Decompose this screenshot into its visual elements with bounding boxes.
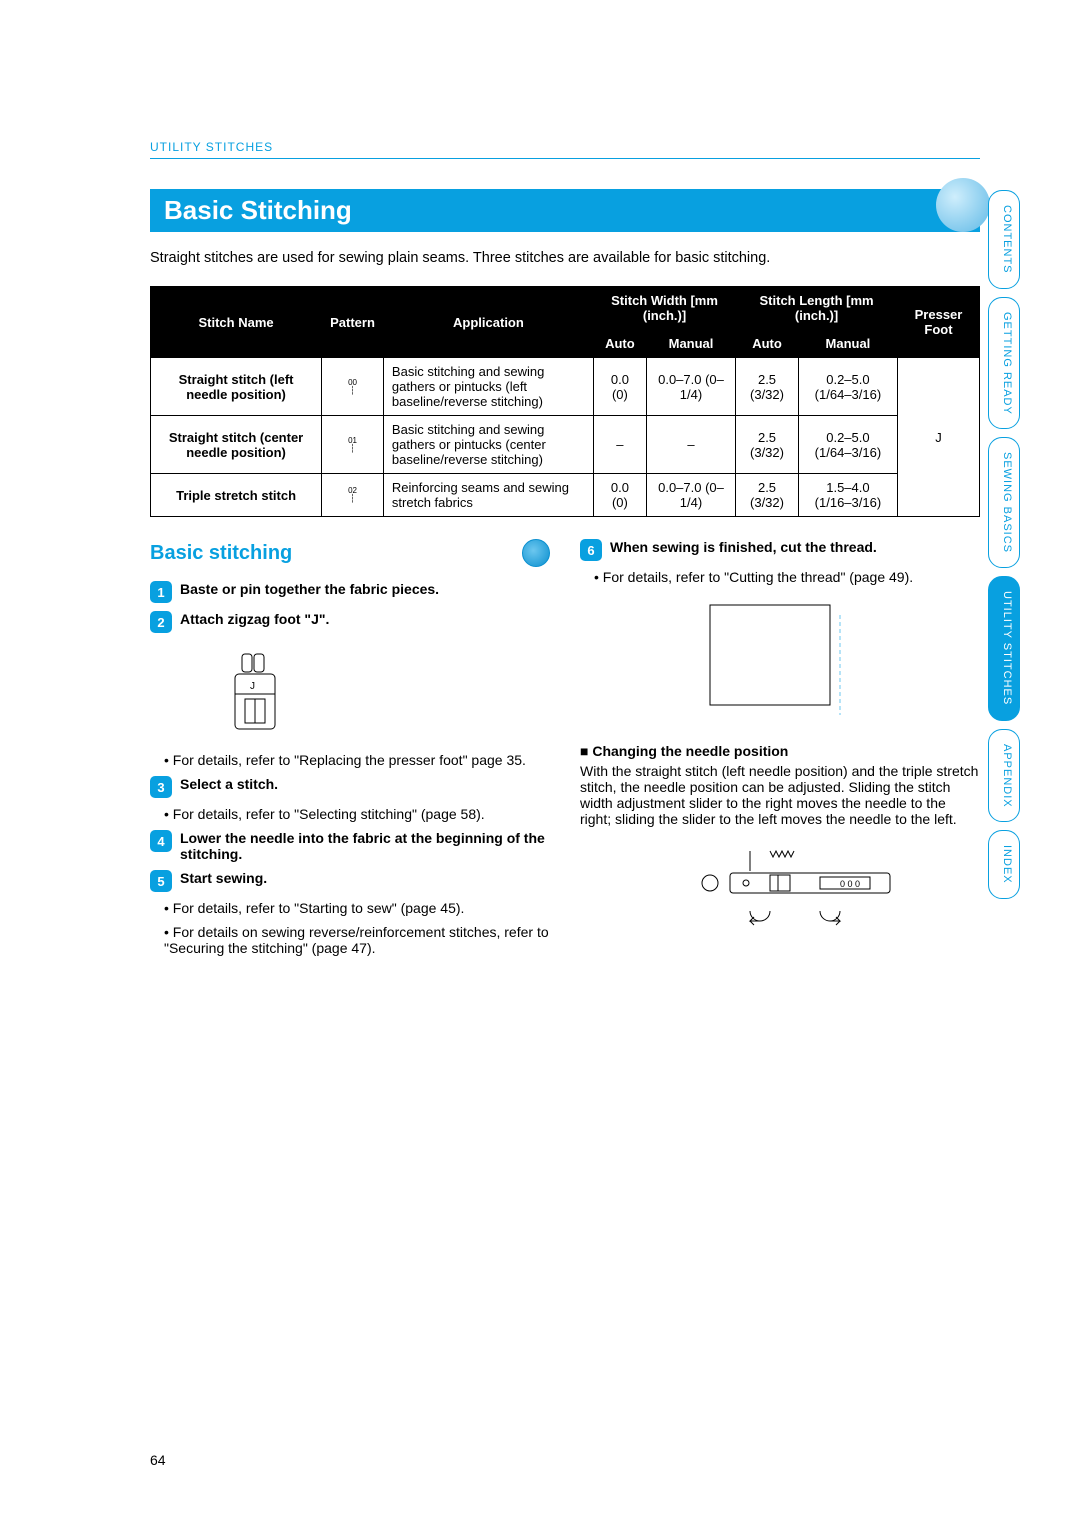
table-row: Triple stretch stitch02┆Reinforcing seam…: [151, 474, 980, 517]
side-tab[interactable]: UTILITY STITCHES: [988, 576, 1020, 720]
thread-cut-figure: [690, 595, 870, 725]
step-bullet: For details on sewing reverse/reinforcem…: [164, 924, 550, 956]
page-number: 64: [150, 1452, 166, 1468]
cell-l-auto: 2.5 (3/32): [736, 358, 799, 416]
needle-text: With the straight stitch (left needle po…: [580, 763, 980, 827]
cell-l-manual: 1.5–4.0 (1/16–3/16): [798, 474, 897, 517]
cell-l-auto: 2.5 (3/32): [736, 416, 799, 474]
svg-text:0 0 0: 0 0 0: [840, 879, 860, 889]
step-number: 3: [150, 776, 172, 798]
step: 5 Start sewing.: [150, 870, 550, 892]
step-bullet: For details, refer to "Selecting stitchi…: [164, 806, 550, 822]
cell-application: Basic stitching and sewing gathers or pi…: [383, 416, 593, 474]
cell-w-auto: –: [593, 416, 646, 474]
step-number: 4: [150, 830, 172, 852]
step-title: Attach zigzag foot "J".: [180, 611, 329, 627]
th-length: Stitch Length [mm (inch.)]: [736, 287, 898, 330]
side-tabs: CONTENTS GETTING READY SEWING BASICS UTILIT…: [988, 190, 1020, 899]
th-w-auto: Auto: [593, 330, 646, 358]
th-stitch-name: Stitch Name: [151, 287, 322, 358]
th-foot: Presser Foot: [897, 287, 979, 358]
side-tab[interactable]: INDEX: [988, 830, 1020, 899]
step-title: Lower the needle into the fabric at the …: [180, 830, 545, 862]
cell-application: Basic stitching and sewing gathers or pi…: [383, 358, 593, 416]
cell-pattern: 00┆: [322, 358, 384, 416]
svg-text:J: J: [250, 681, 255, 692]
table-row: Straight stitch (left needle position)00…: [151, 358, 980, 416]
cell-l-manual: 0.2–5.0 (1/64–3/16): [798, 416, 897, 474]
step-title: Baste or pin together the fabric pieces.: [180, 581, 439, 597]
step-number: 6: [580, 539, 602, 561]
th-application: Application: [383, 287, 593, 358]
cell-name: Triple stretch stitch: [151, 474, 322, 517]
decor-bubble: [936, 178, 990, 232]
stitch-table: Stitch Name Pattern Application Stitch W…: [150, 286, 980, 517]
cell-l-auto: 2.5 (3/32): [736, 474, 799, 517]
step-title: Start sewing.: [180, 870, 267, 886]
step: 1 Baste or pin together the fabric pieces…: [150, 581, 550, 603]
page-title: Basic Stitching: [150, 189, 980, 232]
intro-text: Straight stitches are used for sewing pl…: [150, 250, 980, 266]
needle-heading: Changing the needle position: [580, 743, 980, 759]
step-number: 5: [150, 870, 172, 892]
step: 2 Attach zigzag foot "J".: [150, 611, 550, 633]
side-tab[interactable]: SEWING BASICS: [988, 437, 1020, 568]
cell-w-auto: 0.0 (0): [593, 358, 646, 416]
presser-foot-figure: J: [220, 649, 290, 739]
step: 4 Lower the needle into the fabric at the…: [150, 830, 550, 862]
th-w-manual: Manual: [646, 330, 735, 358]
th-pattern: Pattern: [322, 287, 384, 358]
cell-pattern: 01┆: [322, 416, 384, 474]
cell-name: Straight stitch (center needle position): [151, 416, 322, 474]
th-l-auto: Auto: [736, 330, 799, 358]
side-tab[interactable]: GETTING READY: [988, 297, 1020, 430]
left-column: Basic stitching 1 Baste or pin together t…: [150, 539, 550, 964]
step-bullet: For details, refer to "Replacing the pre…: [164, 752, 550, 768]
table-row: Straight stitch (center needle position)…: [151, 416, 980, 474]
cell-pattern: 02┆: [322, 474, 384, 517]
cell-w-manual: –: [646, 416, 735, 474]
step-number: 2: [150, 611, 172, 633]
step-number: 1: [150, 581, 172, 603]
right-column: 6 When sewing is finished, cut the threa…: [580, 539, 980, 964]
breadcrumb: UTILITY STITCHES: [150, 140, 980, 159]
step-title: Select a stitch.: [180, 776, 278, 792]
slider-figure: 0 0 0: [650, 841, 910, 931]
cell-name: Straight stitch (left needle position): [151, 358, 322, 416]
cell-l-manual: 0.2–5.0 (1/64–3/16): [798, 358, 897, 416]
step-bullet: For details, refer to "Cutting the threa…: [594, 569, 980, 585]
cell-w-manual: 0.0–7.0 (0–1/4): [646, 358, 735, 416]
cell-w-manual: 0.0–7.0 (0–1/4): [646, 474, 735, 517]
decor-dot-icon: [522, 539, 550, 567]
side-tab[interactable]: CONTENTS: [988, 190, 1020, 289]
cell-w-auto: 0.0 (0): [593, 474, 646, 517]
cell-presser-foot: J: [897, 358, 979, 517]
th-width: Stitch Width [mm (inch.)]: [593, 287, 735, 330]
side-tab[interactable]: APPENDIX: [988, 729, 1020, 823]
cell-application: Reinforcing seams and sewing stretch fab…: [383, 474, 593, 517]
th-l-manual: Manual: [798, 330, 897, 358]
step-title: When sewing is finished, cut the thread.: [610, 539, 877, 555]
subsection-title: Basic stitching: [150, 542, 522, 565]
step: 3 Select a stitch.: [150, 776, 550, 798]
step-bullet: For details, refer to "Starting to sew" …: [164, 900, 550, 916]
